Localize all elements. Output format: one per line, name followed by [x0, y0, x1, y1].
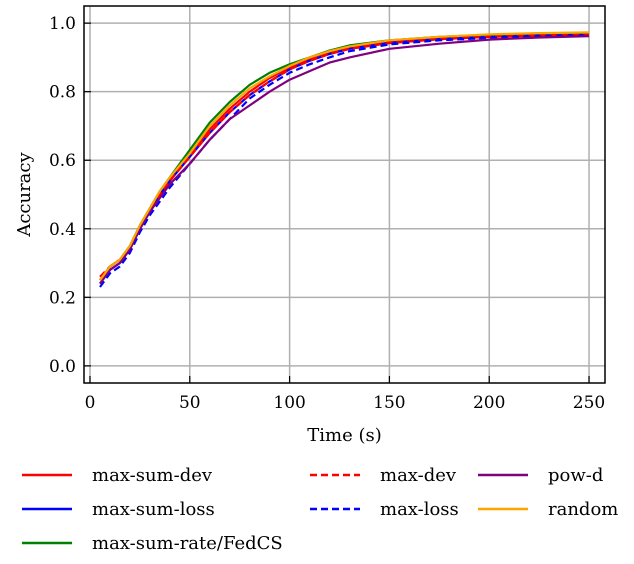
x-tick-label: 200: [473, 393, 505, 413]
y-tick-label: 0.2: [49, 288, 76, 308]
legend-label: max-sum-rate/FedCS: [92, 533, 283, 554]
series-line-max-dev: [99, 33, 590, 278]
x-tick-label: 100: [273, 393, 305, 413]
plot-frame: [83, 5, 606, 384]
x-axis-label: Time (s): [307, 425, 382, 446]
x-tick-label: 150: [373, 393, 405, 413]
x-tick-label: 250: [573, 393, 605, 413]
y-tick-label: 1.0: [49, 14, 76, 34]
ticks: 0 50 100 150 200 250 0.0 0.2 0.4 0.6 0.8 1.0: [49, 14, 605, 413]
legend-label: max-loss: [380, 499, 459, 520]
legend-label: max-sum-loss: [92, 499, 215, 520]
x-tick-label: 50: [179, 393, 201, 413]
y-tick-label: 0.8: [49, 83, 76, 103]
series-line-random: [99, 31, 590, 281]
x-tick-label: 0: [85, 393, 96, 413]
legend: max-sum-dev max-dev pow-d max-sum-loss max-l…: [22, 465, 618, 554]
series-line-max-loss: [99, 34, 590, 288]
legend-label: random: [548, 499, 618, 520]
y-tick-label: 0.0: [49, 357, 76, 377]
legend-label: max-dev: [380, 465, 457, 486]
series-lines: [99, 31, 590, 288]
y-tick-label: 0.4: [49, 220, 76, 240]
y-axis-label: Accuracy: [14, 152, 35, 238]
legend-label: max-sum-dev: [92, 465, 213, 486]
y-tick-label: 0.6: [49, 151, 76, 171]
series-line-pow-d: [99, 35, 590, 285]
legend-label: pow-d: [548, 465, 603, 486]
